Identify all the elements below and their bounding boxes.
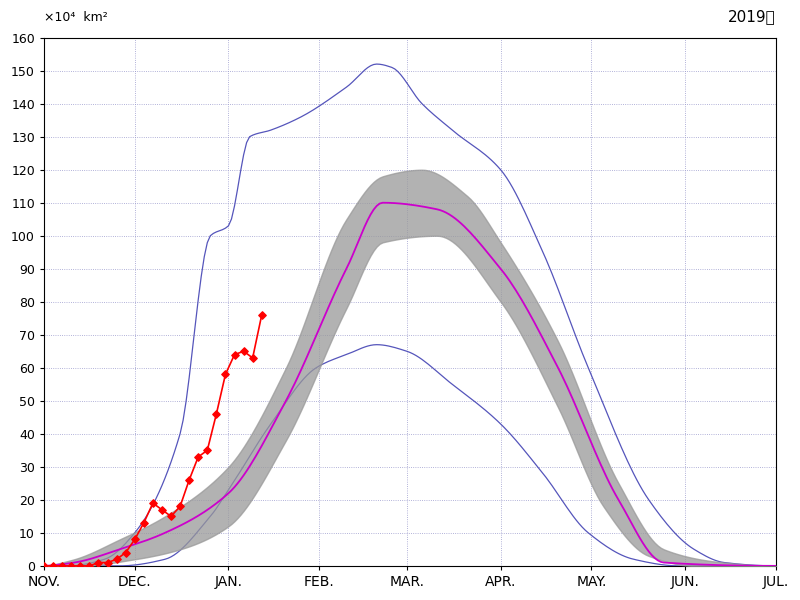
- Point: [237, 346, 250, 356]
- Point: [101, 558, 114, 568]
- Point: [201, 446, 214, 455]
- Point: [119, 548, 132, 557]
- Point: [83, 561, 96, 571]
- Point: [110, 554, 123, 564]
- Point: [219, 370, 232, 379]
- Text: 2019年: 2019年: [728, 10, 776, 25]
- Text: ×10⁴  km²: ×10⁴ km²: [44, 11, 108, 25]
- Point: [155, 505, 168, 515]
- Point: [182, 475, 195, 485]
- Point: [174, 502, 186, 511]
- Point: [246, 353, 259, 362]
- Point: [46, 561, 59, 571]
- Point: [128, 535, 141, 544]
- Point: [228, 350, 241, 359]
- Point: [92, 558, 105, 568]
- Point: [56, 561, 69, 571]
- Point: [146, 499, 159, 508]
- Point: [192, 452, 205, 462]
- Point: [38, 561, 50, 571]
- Point: [165, 512, 178, 521]
- Point: [255, 310, 268, 320]
- Point: [74, 561, 86, 571]
- Point: [210, 409, 222, 419]
- Point: [65, 561, 78, 571]
- Point: [138, 518, 150, 528]
